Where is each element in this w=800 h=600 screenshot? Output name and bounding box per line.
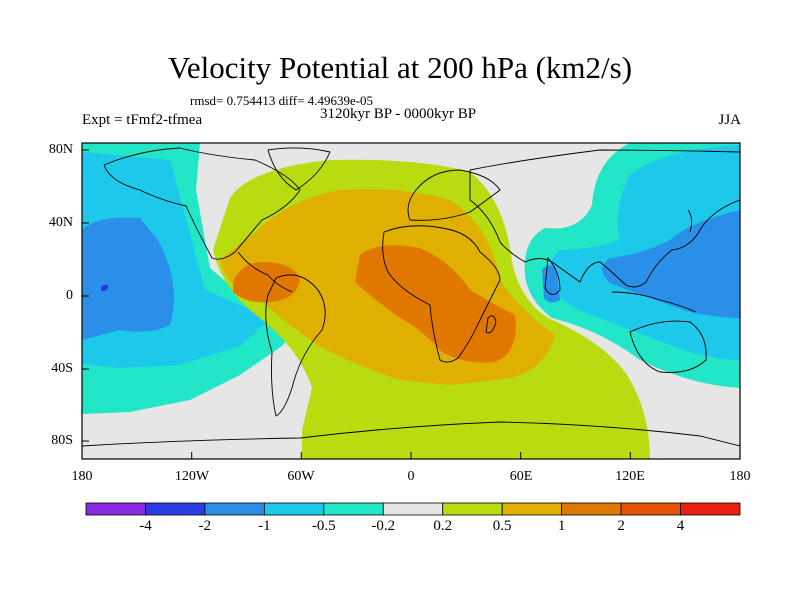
- coast-asia: [469, 149, 740, 288]
- coast-japan: [687, 209, 693, 233]
- coast-south-america: [265, 274, 326, 417]
- coast-indonesia: [611, 291, 697, 313]
- coast-india: [544, 256, 561, 295]
- y-tick-label: 0: [66, 288, 73, 303]
- x-tick-label: 0: [407, 469, 415, 484]
- x-tick-label: 180: [71, 469, 93, 484]
- coastlines: [82, 147, 740, 447]
- y-tick-label: 40S: [51, 361, 73, 376]
- experiment-label: Expt = tFmf2-tfmea: [82, 112, 203, 128]
- colorbar-swatch: [501, 502, 563, 516]
- coast-central-america: [237, 251, 293, 293]
- colorbar-swatch: [85, 502, 146, 516]
- colorbar-label: -0.2: [371, 518, 396, 534]
- colorbar-label: -4: [139, 518, 152, 534]
- period-label: 3120kyr BP - 0000kyr BP: [320, 106, 477, 122]
- x-tick-label: 180: [729, 469, 751, 484]
- x-tick-label: 120E: [615, 469, 645, 484]
- y-tick-label: 40N: [48, 215, 73, 230]
- colorbar-label: 1: [557, 518, 566, 534]
- colorbar-swatch: [145, 502, 206, 516]
- coast-north-america: [103, 147, 301, 260]
- x-tick-label: 60E: [509, 469, 533, 484]
- coast-australia: [629, 320, 707, 373]
- contour-pos-1: [355, 245, 516, 363]
- contour-pos-1b: [233, 262, 300, 303]
- stats-label: rmsd= 0.754413 diff= 4.49639e-05: [190, 93, 374, 108]
- colorbar-label: 0.2: [433, 518, 453, 534]
- y-tick-label: 80S: [51, 433, 73, 448]
- x-tick-label: 60W: [287, 469, 315, 484]
- colorbar-swatch: [382, 502, 444, 516]
- season-label: JJA: [718, 112, 741, 128]
- colorbar-label: -1: [258, 518, 271, 534]
- coast-antarctica: [82, 421, 740, 447]
- y-tick-label: 80N: [48, 142, 73, 157]
- colorbar-swatch: [620, 502, 681, 516]
- colorbar-label: 4: [676, 518, 685, 534]
- contour-east-neg-1: [602, 210, 740, 318]
- coast-madagascar: [485, 315, 497, 334]
- colorbar-swatch: [561, 502, 622, 516]
- colorbar-swatch: [323, 502, 384, 516]
- coast-europe: [407, 169, 501, 221]
- colorbar-swatch: [204, 502, 265, 516]
- colorbar-label: 0.5: [492, 518, 512, 534]
- colorbar-swatch: [442, 502, 503, 516]
- coast-africa: [382, 225, 501, 363]
- colorbar-label: -2: [198, 518, 212, 534]
- map-title: Velocity Potential at 200 hPa (km2/s): [167, 50, 633, 85]
- coast-greenland: [267, 147, 331, 191]
- colorbar-swatch: [263, 502, 325, 516]
- colorbar-label: -0.5: [311, 518, 336, 534]
- colorbar-swatch: [680, 502, 741, 516]
- tick-marks: [81, 149, 741, 459]
- contour-west-neg-1: [82, 217, 174, 340]
- colorbar-label: 2: [617, 518, 625, 534]
- contour-west-neg-2: [101, 284, 109, 292]
- x-tick-label: 120W: [174, 469, 210, 484]
